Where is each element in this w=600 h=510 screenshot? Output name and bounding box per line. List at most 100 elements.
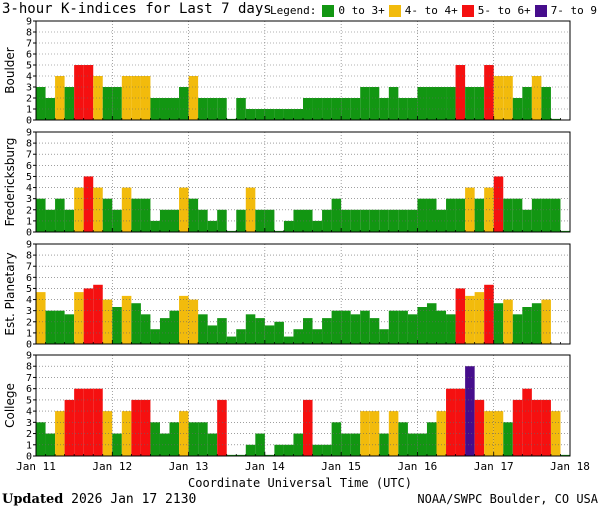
k-index-bar (293, 433, 303, 456)
y-tick-label: 4 (26, 295, 32, 306)
k-index-bar (140, 399, 151, 456)
k-index-bar (503, 76, 513, 120)
legend-item-label: 0 to 3+ (338, 4, 385, 17)
x-tick-label: Jan 14 (245, 460, 285, 473)
k-index-bar (55, 310, 65, 344)
k-index-bar (264, 454, 275, 456)
k-index-bar (283, 220, 294, 232)
k-index-bar (541, 198, 551, 232)
y-tick-label: 2 (26, 317, 32, 328)
x-tick-label: Jan 13 (169, 460, 209, 473)
k-index-bar (531, 198, 542, 232)
x-tick-label: Jan 17 (474, 460, 514, 473)
k-index-bar (369, 87, 380, 120)
k-index-bar (484, 411, 494, 456)
k-index-bar (531, 399, 542, 456)
y-tick-label: 2 (26, 94, 32, 105)
k-index-bar (83, 388, 94, 456)
k-index-bar (417, 433, 427, 456)
k-index-bar (303, 209, 313, 232)
k-index-bar (531, 303, 542, 344)
k-index-bar (369, 209, 380, 232)
y-tick-label: 7 (26, 373, 32, 384)
k-index-bar (45, 310, 56, 344)
k-index-bar (360, 87, 370, 120)
k-index-bar (407, 314, 418, 344)
k-index-bar (283, 109, 294, 120)
k-index-bar (398, 209, 408, 232)
y-tick-label: 3 (26, 83, 32, 94)
y-tick-label: 8 (26, 28, 32, 39)
k-index-bar (398, 422, 408, 456)
y-tick-label: 7 (26, 39, 32, 50)
k-index-bar (512, 314, 523, 344)
y-tick-label: 8 (26, 139, 32, 150)
y-tick-label: 0 (26, 340, 32, 351)
k-index-bar (188, 76, 199, 120)
y-tick-label: 4 (26, 72, 32, 83)
y-tick-label: 0 (26, 452, 32, 463)
k-index-bar (283, 336, 294, 344)
k-index-bar (398, 98, 408, 120)
k-index-bar (102, 299, 113, 344)
y-tick-label: 1 (26, 216, 32, 227)
k-index-bar (131, 198, 141, 232)
k-index-bar (274, 230, 284, 232)
k-index-bar (93, 284, 103, 344)
k-index-bar (446, 314, 456, 344)
k-index-bar (264, 209, 275, 232)
k-index-bar (169, 310, 180, 344)
y-tick-label: 5 (26, 395, 32, 406)
station-label: Est. Planetary (3, 252, 17, 335)
k-index-bar (484, 284, 494, 344)
k-index-bar (350, 209, 361, 232)
y-tick-label: 9 (26, 17, 32, 28)
k-index-bar (112, 87, 122, 120)
k-index-bar (350, 314, 361, 344)
k-index-bar (217, 399, 227, 456)
k-index-bar (188, 198, 199, 232)
k-index-bar (179, 87, 189, 120)
k-index-bar (417, 87, 427, 120)
k-index-bar (465, 366, 475, 456)
k-index-bar (198, 209, 208, 232)
k-index-bar (207, 98, 218, 120)
k-index-bar (83, 176, 94, 232)
k-index-bar (255, 433, 265, 456)
legend-item-storm: 5- to 6+ (461, 4, 531, 17)
k-index-bar (360, 209, 370, 232)
k-index-bar (322, 209, 332, 232)
updated-stamp: Updated 2026 Jan 17 2130 (2, 492, 196, 507)
y-tick-label: 5 (26, 172, 32, 183)
k-index-bar (360, 411, 370, 456)
k-index-bar (236, 209, 246, 232)
k-index-bar (522, 388, 532, 456)
k-index-bar (236, 454, 246, 456)
k-index-bar (283, 444, 294, 456)
k-index-bar (436, 87, 447, 120)
k-index-bar (255, 209, 265, 232)
k-index-bar (303, 318, 313, 344)
k-index-bar (550, 118, 561, 120)
y-tick-label: 1 (26, 328, 32, 339)
k-index-bar (322, 318, 332, 344)
y-tick-label: 6 (26, 273, 32, 284)
k-index-bar (407, 433, 418, 456)
k-index-bar (398, 310, 408, 344)
k-index-bar (207, 433, 218, 456)
k-index-bar (446, 87, 456, 120)
k-index-bar (541, 87, 551, 120)
k-index-bar (312, 444, 323, 456)
x-tick-label: Jan 12 (92, 460, 132, 473)
k-index-bar (140, 314, 151, 344)
station-label: Boulder (3, 47, 17, 94)
y-tick-label: 3 (26, 194, 32, 205)
k-index-bar (388, 87, 399, 120)
y-tick-label: 1 (26, 440, 32, 451)
k-index-bar (140, 198, 151, 232)
k-index-bar (45, 98, 56, 120)
k-index-bar (255, 109, 265, 120)
k-index-bar (245, 187, 256, 232)
k-index-bar (531, 76, 542, 120)
